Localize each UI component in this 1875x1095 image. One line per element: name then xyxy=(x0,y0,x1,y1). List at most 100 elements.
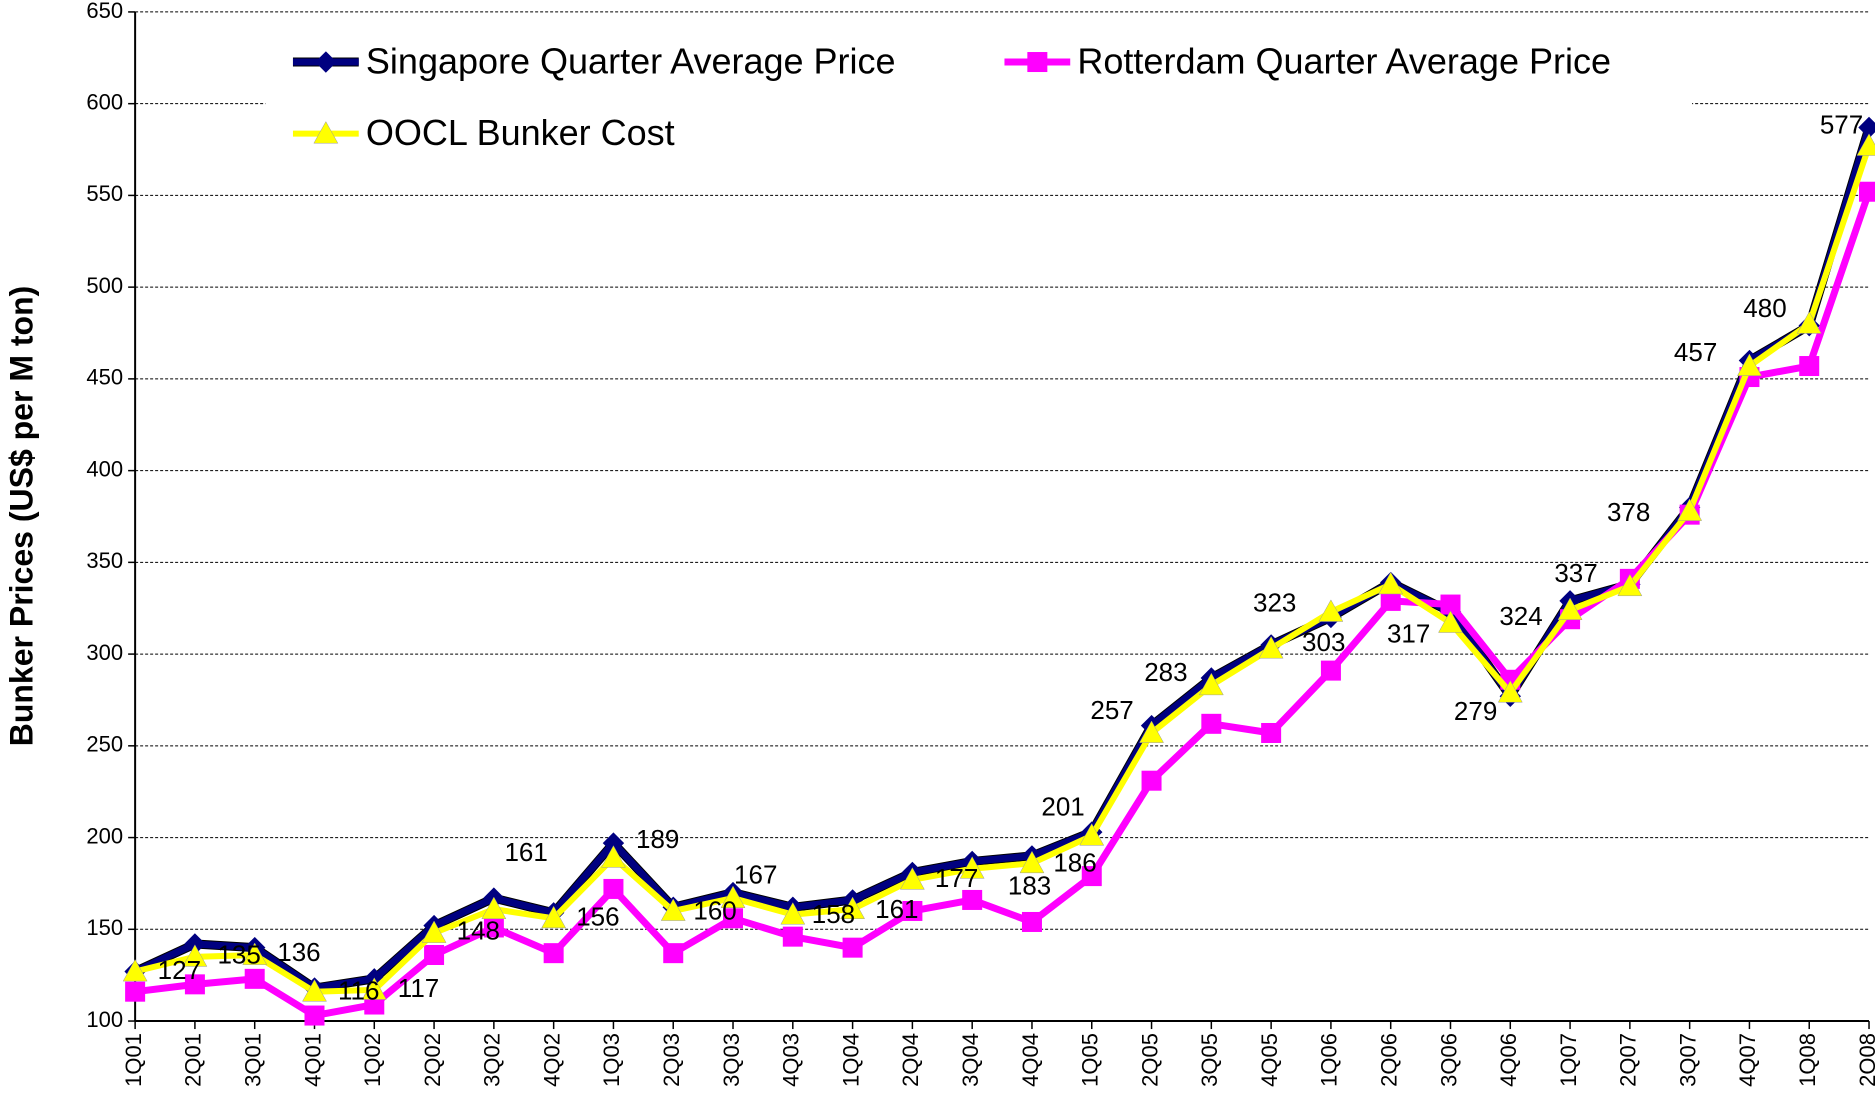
marker xyxy=(902,900,923,921)
y-tick-label: 100 xyxy=(86,1007,123,1032)
data-label: 457 xyxy=(1674,337,1717,367)
data-label: 337 xyxy=(1554,558,1597,588)
data-label: 577 xyxy=(1820,109,1863,139)
marker xyxy=(899,867,925,890)
x-tick-label: 3Q05 xyxy=(1197,1033,1222,1087)
y-tick-label: 150 xyxy=(86,915,123,940)
marker xyxy=(1380,590,1401,611)
x-tick-label: 4Q04 xyxy=(1018,1033,1043,1087)
marker xyxy=(840,896,866,919)
data-label: 127 xyxy=(158,955,201,985)
data-label: 279 xyxy=(1454,696,1497,726)
marker xyxy=(1737,353,1762,376)
legend-label: Rotterdam Quarter Average Price xyxy=(1077,41,1611,82)
marker xyxy=(1027,52,1048,73)
data-label: 323 xyxy=(1253,588,1296,618)
marker xyxy=(1019,850,1045,874)
marker xyxy=(481,896,507,919)
marker xyxy=(122,958,148,982)
marker xyxy=(1497,680,1523,703)
x-tick-label: 4Q02 xyxy=(539,1033,564,1087)
series-line xyxy=(134,144,1872,995)
marker xyxy=(302,979,327,1002)
marker xyxy=(962,889,983,910)
marker xyxy=(1198,672,1224,696)
marker xyxy=(424,944,445,965)
x-tick-label: 2Q08 xyxy=(1855,1033,1875,1087)
legend-label: Singapore Quarter Average Price xyxy=(366,41,896,82)
data-label: 135 xyxy=(217,940,260,970)
marker xyxy=(720,885,746,908)
data-label: 317 xyxy=(1387,619,1430,649)
data-label: 116 xyxy=(338,975,379,1005)
x-tick-label: 2Q01 xyxy=(181,1033,206,1087)
data-label: 158 xyxy=(812,899,855,929)
y-tick-label: 300 xyxy=(86,640,123,665)
x-tick-label: 2Q04 xyxy=(898,1033,923,1087)
marker xyxy=(1677,498,1703,521)
x-tick-label: 3Q07 xyxy=(1675,1033,1700,1087)
marker xyxy=(601,845,626,868)
y-tick-label: 650 xyxy=(86,0,123,23)
x-tick-label: 4Q03 xyxy=(779,1033,804,1087)
marker xyxy=(304,1005,325,1026)
y-tick-label: 550 xyxy=(86,181,123,206)
data-label: 186 xyxy=(1053,848,1096,878)
x-tick-label: 1Q05 xyxy=(1078,1033,1103,1087)
x-tick-label: 1Q02 xyxy=(360,1033,385,1087)
x-tick-label: 2Q02 xyxy=(420,1033,445,1087)
marker xyxy=(782,926,803,947)
marker xyxy=(1796,311,1822,334)
x-tick-label: 1Q01 xyxy=(121,1033,146,1087)
x-tick-label: 3Q03 xyxy=(719,1033,744,1087)
marker xyxy=(1141,770,1162,791)
data-label: 189 xyxy=(636,824,679,854)
y-tick-label: 500 xyxy=(86,273,123,298)
marker xyxy=(1859,181,1875,202)
data-label: 201 xyxy=(1041,792,1084,822)
marker xyxy=(1378,571,1404,595)
marker xyxy=(1557,597,1583,620)
x-tick-label: 1Q08 xyxy=(1795,1033,1820,1087)
legend-label: OOCL Bunker Cost xyxy=(366,112,675,153)
marker xyxy=(421,920,447,943)
marker xyxy=(1139,720,1164,743)
data-label: 161 xyxy=(875,894,918,924)
data-label: 303 xyxy=(1302,627,1345,657)
y-tick-label: 250 xyxy=(86,732,123,757)
data-label: 136 xyxy=(277,937,320,967)
x-tick-label: 1Q07 xyxy=(1556,1033,1581,1087)
data-label: 257 xyxy=(1090,695,1133,725)
y-tick-label: 400 xyxy=(86,456,123,481)
data-label: 283 xyxy=(1144,657,1187,687)
marker xyxy=(1438,610,1463,633)
marker xyxy=(1318,599,1344,622)
legend-box xyxy=(265,28,1693,182)
marker xyxy=(723,908,744,929)
marker xyxy=(842,937,863,958)
marker xyxy=(541,905,567,929)
marker xyxy=(780,902,806,925)
data-label: 161 xyxy=(504,837,547,867)
marker xyxy=(184,974,205,995)
marker xyxy=(244,968,265,989)
x-tick-label: 4Q01 xyxy=(300,1033,325,1087)
marker xyxy=(361,977,387,1000)
data-label: 378 xyxy=(1607,497,1650,527)
marker xyxy=(663,943,684,964)
data-label: 177 xyxy=(935,863,978,893)
x-tick-label: 3Q01 xyxy=(241,1033,266,1087)
marker xyxy=(1440,594,1461,615)
y-tick-label: 450 xyxy=(86,365,123,390)
marker xyxy=(1258,636,1284,659)
data-label: 148 xyxy=(457,916,500,946)
marker xyxy=(1617,573,1643,597)
marker xyxy=(313,121,339,144)
y-tick-label: 200 xyxy=(86,823,123,848)
marker xyxy=(543,943,564,964)
x-tick-label: 2Q07 xyxy=(1616,1033,1641,1087)
series-line xyxy=(133,126,1873,992)
x-tick-label: 4Q05 xyxy=(1257,1033,1282,1087)
marker xyxy=(182,944,208,967)
